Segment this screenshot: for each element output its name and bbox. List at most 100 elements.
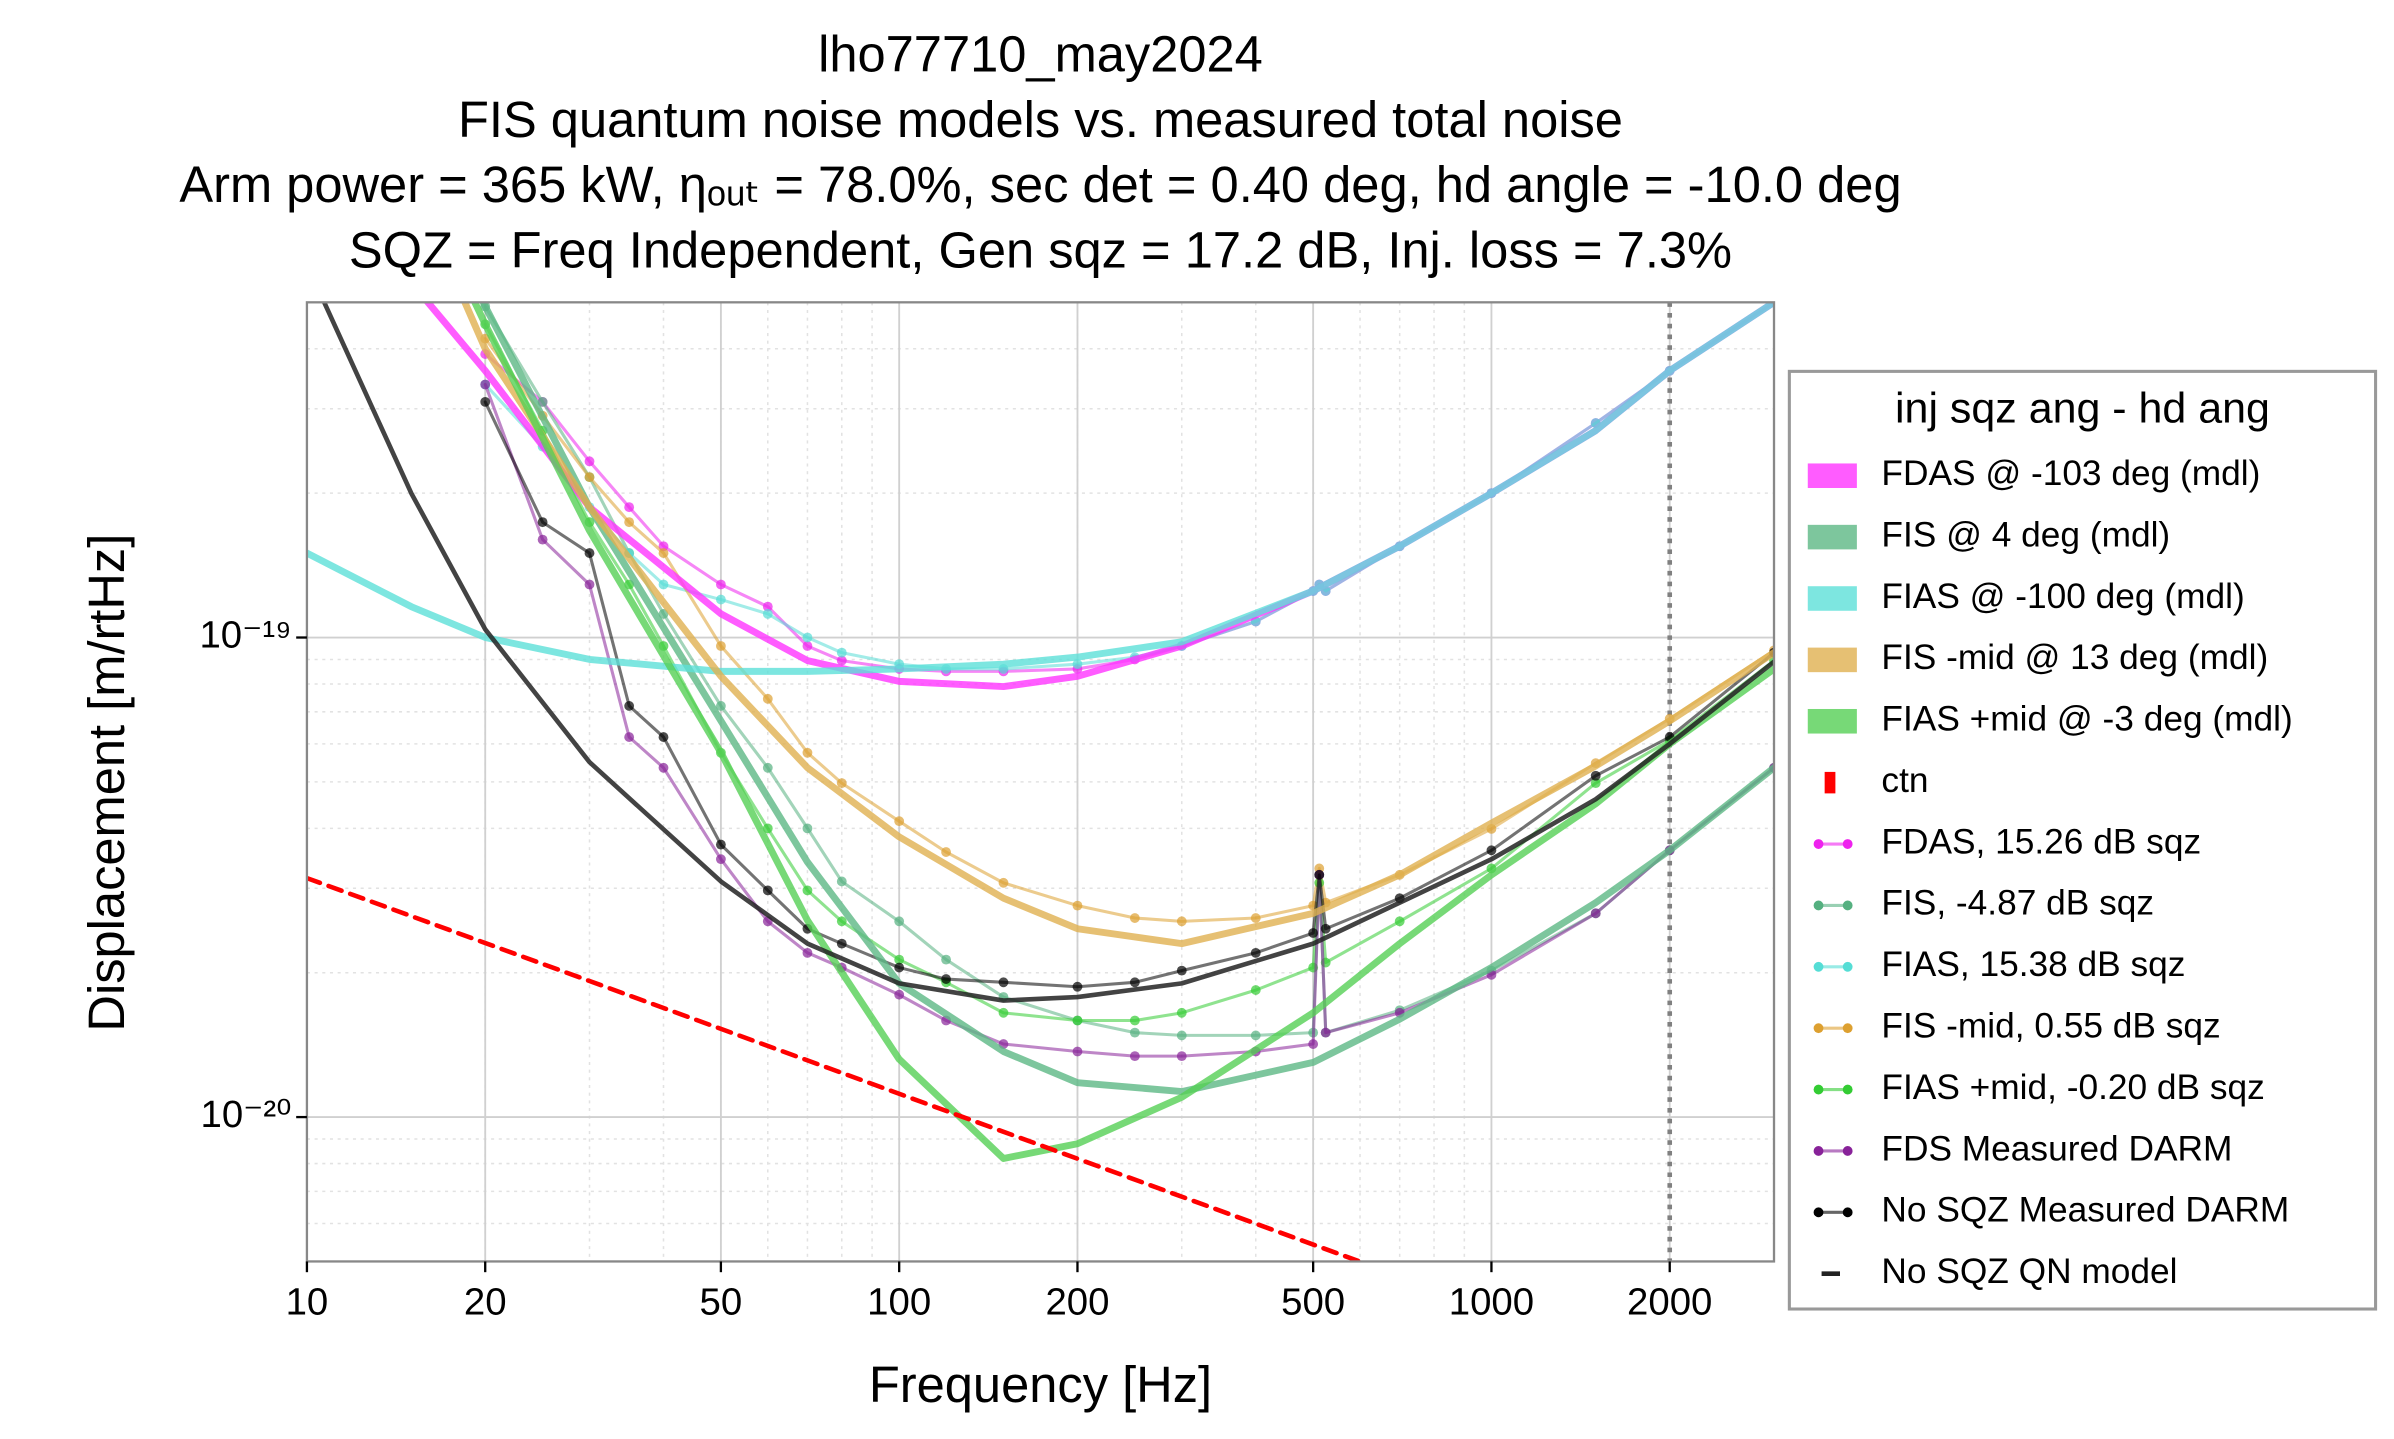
legend-label: No SQZ QN model bbox=[1881, 1252, 2177, 1291]
data-point bbox=[715, 701, 726, 711]
legend-label: FDAS @ -103 deg (mdl) bbox=[1881, 454, 2260, 493]
x-tick-label: 200 bbox=[1045, 1281, 1109, 1324]
x-tick-label: 20 bbox=[464, 1281, 507, 1324]
data-point bbox=[537, 396, 548, 407]
data-point bbox=[1308, 1039, 1319, 1049]
data-point bbox=[836, 938, 847, 949]
legend-swatch bbox=[1807, 586, 1857, 611]
data-point bbox=[894, 962, 905, 973]
data-point bbox=[762, 762, 773, 773]
legend-label: FDS Measured DARM bbox=[1881, 1129, 2232, 1168]
data-point bbox=[715, 579, 726, 590]
x-tick-label: 100 bbox=[867, 1281, 931, 1324]
data-point bbox=[715, 594, 726, 605]
legend-title: inj sqz ang - hd ang bbox=[1895, 385, 2270, 433]
data-point bbox=[624, 502, 635, 513]
legend-swatch bbox=[1842, 839, 1853, 849]
legend-label: FIAS +mid, -0.20 dB sqz bbox=[1881, 1068, 2264, 1107]
data-point bbox=[658, 762, 669, 773]
data-point bbox=[762, 693, 773, 704]
data-point bbox=[836, 876, 847, 887]
data-point bbox=[1250, 1030, 1261, 1041]
data-point bbox=[836, 916, 847, 927]
data-point bbox=[584, 472, 595, 483]
series-line bbox=[306, 875, 1367, 1262]
data-point bbox=[836, 647, 847, 658]
data-point bbox=[480, 396, 491, 407]
data-point bbox=[537, 517, 548, 528]
plot-area bbox=[306, 302, 1775, 1262]
legend-swatch bbox=[1813, 1023, 1824, 1034]
chart-title: SQZ = Freq Independent, Gen sqz = 17.2 d… bbox=[349, 221, 1732, 278]
data-point bbox=[1129, 913, 1140, 923]
data-point bbox=[624, 732, 635, 742]
series-line bbox=[470, 302, 1775, 1162]
data-point bbox=[1590, 778, 1601, 789]
data-point bbox=[1129, 1051, 1140, 1062]
legend-swatch bbox=[1824, 771, 1836, 794]
data-point bbox=[802, 747, 813, 758]
data-point bbox=[1176, 916, 1187, 927]
plot-frame bbox=[305, 301, 1776, 1263]
data-point bbox=[802, 885, 813, 896]
x-tick-label: 1000 bbox=[1449, 1281, 1534, 1324]
series-line bbox=[483, 304, 1775, 1037]
legend-label: FIS -mid @ 13 deg (mdl) bbox=[1881, 638, 2268, 677]
data-point bbox=[1394, 916, 1405, 927]
data-point bbox=[658, 548, 669, 558]
data-point bbox=[1250, 985, 1261, 995]
data-point bbox=[762, 885, 773, 896]
data-point bbox=[894, 816, 905, 827]
y-tick-label: 10⁻¹⁹ bbox=[199, 614, 291, 657]
y-tick-label: 10⁻²⁰ bbox=[201, 1093, 292, 1136]
legend-label: FIAS, 15.38 dB sqz bbox=[1881, 945, 2185, 984]
legend-label: No SQZ Measured DARM bbox=[1881, 1191, 2289, 1230]
data-point bbox=[762, 823, 773, 834]
data-point bbox=[1314, 869, 1325, 880]
data-point bbox=[1250, 913, 1261, 923]
chart-title: lho77710_may2024 bbox=[818, 26, 1263, 83]
legend-swatch bbox=[1842, 1084, 1853, 1095]
data-point bbox=[894, 989, 905, 1000]
legend-swatch bbox=[1842, 1023, 1853, 1034]
legend-swatch bbox=[1813, 900, 1824, 911]
legend-label: FIS, -4.87 dB sqz bbox=[1881, 884, 2154, 923]
legend-swatch bbox=[1842, 961, 1853, 972]
chart-title: FIS quantum noise models vs. measured to… bbox=[458, 91, 1623, 148]
data-point bbox=[1176, 1007, 1187, 1018]
series-line bbox=[321, 302, 1775, 1003]
legend-swatch bbox=[1813, 1207, 1824, 1218]
data-point bbox=[802, 823, 813, 834]
legend-swatch bbox=[1813, 961, 1824, 972]
legend-label: FIS @ 4 deg (mdl) bbox=[1881, 515, 2170, 554]
legend-swatch bbox=[1842, 900, 1853, 911]
series-line bbox=[479, 302, 1775, 1096]
data-point bbox=[715, 839, 726, 850]
data-point bbox=[1072, 1015, 1083, 1026]
data-point bbox=[802, 632, 813, 643]
legend-box bbox=[1787, 369, 2378, 1311]
legend-swatch bbox=[1842, 1146, 1853, 1156]
data-point bbox=[584, 579, 595, 590]
data-point bbox=[998, 877, 1009, 888]
data-point bbox=[1320, 923, 1331, 934]
data-point bbox=[1129, 977, 1140, 988]
data-point bbox=[658, 579, 669, 590]
data-point bbox=[1072, 981, 1083, 992]
data-point bbox=[1176, 965, 1187, 976]
data-point bbox=[894, 954, 905, 965]
data-point bbox=[1129, 1027, 1140, 1038]
x-tick-label: 50 bbox=[700, 1281, 743, 1324]
data-point bbox=[658, 541, 669, 552]
series-line bbox=[483, 382, 1775, 1058]
x-tick-label: 500 bbox=[1281, 1281, 1345, 1324]
data-point bbox=[1590, 908, 1601, 919]
data-point bbox=[1072, 900, 1083, 911]
data-point bbox=[715, 641, 726, 651]
legend-label: FIAS @ -100 deg (mdl) bbox=[1881, 577, 2244, 616]
data-point bbox=[537, 534, 548, 545]
legend-swatch bbox=[1842, 1207, 1853, 1218]
data-point bbox=[658, 732, 669, 742]
data-point bbox=[802, 641, 813, 651]
data-point bbox=[941, 974, 951, 984]
